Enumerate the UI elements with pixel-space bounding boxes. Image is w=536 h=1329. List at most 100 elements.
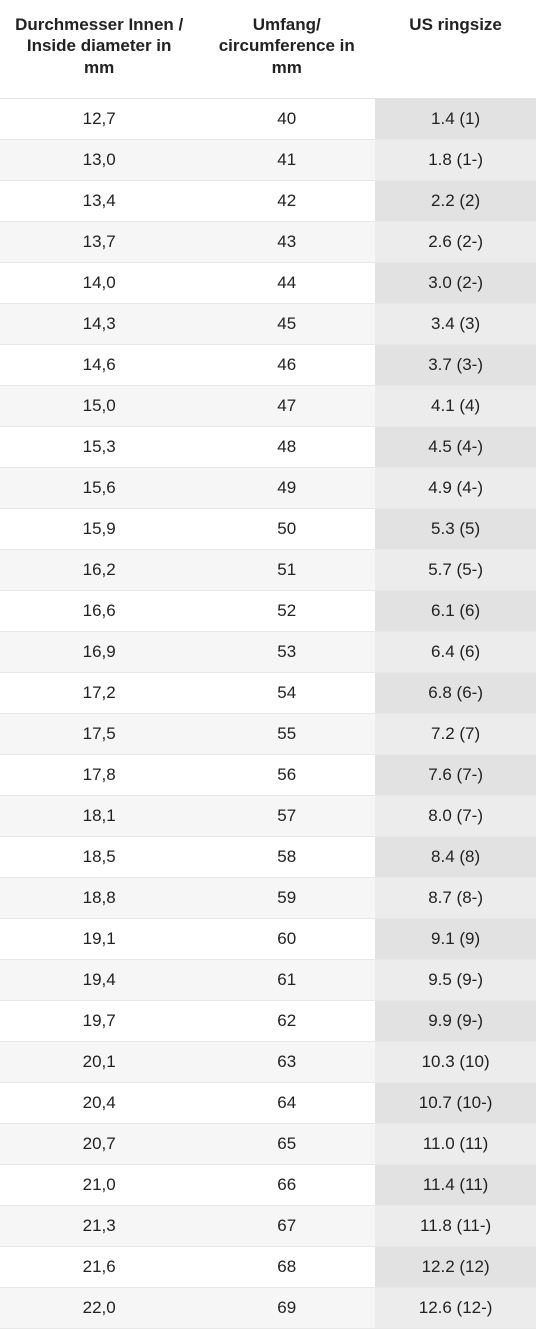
- table-row: 18,5588.4 (8): [0, 836, 536, 877]
- col-header-us-ringsize: US ringsize: [375, 0, 536, 98]
- cell-us-ringsize: 2.2 (2): [375, 180, 536, 221]
- cell-circumference: 42: [198, 180, 375, 221]
- cell-circumference: 49: [198, 467, 375, 508]
- cell-us-ringsize: 1.8 (1-): [375, 139, 536, 180]
- table-row: 22,06912.6 (12-): [0, 1287, 536, 1328]
- cell-us-ringsize: 6.8 (6-): [375, 672, 536, 713]
- cell-us-ringsize: 10.3 (10): [375, 1041, 536, 1082]
- cell-us-ringsize: 11.8 (11-): [375, 1205, 536, 1246]
- table-row: 15,9505.3 (5): [0, 508, 536, 549]
- table-row: 19,4619.5 (9-): [0, 959, 536, 1000]
- cell-diameter: 13,4: [0, 180, 198, 221]
- cell-circumference: 67: [198, 1205, 375, 1246]
- cell-circumference: 68: [198, 1246, 375, 1287]
- cell-diameter: 20,4: [0, 1082, 198, 1123]
- cell-circumference: 56: [198, 754, 375, 795]
- table-row: 18,1578.0 (7-): [0, 795, 536, 836]
- cell-us-ringsize: 7.2 (7): [375, 713, 536, 754]
- table-row: 14,3453.4 (3): [0, 303, 536, 344]
- cell-circumference: 62: [198, 1000, 375, 1041]
- table-row: 21,66812.2 (12): [0, 1246, 536, 1287]
- cell-circumference: 43: [198, 221, 375, 262]
- table-row: 16,6526.1 (6): [0, 590, 536, 631]
- cell-circumference: 57: [198, 795, 375, 836]
- cell-circumference: 44: [198, 262, 375, 303]
- cell-circumference: 46: [198, 344, 375, 385]
- cell-diameter: 17,5: [0, 713, 198, 754]
- cell-diameter: 19,7: [0, 1000, 198, 1041]
- cell-us-ringsize: 4.5 (4-): [375, 426, 536, 467]
- cell-diameter: 17,2: [0, 672, 198, 713]
- table-row: 17,2546.8 (6-): [0, 672, 536, 713]
- cell-circumference: 41: [198, 139, 375, 180]
- cell-us-ringsize: 4.9 (4-): [375, 467, 536, 508]
- cell-circumference: 59: [198, 877, 375, 918]
- cell-circumference: 66: [198, 1164, 375, 1205]
- table-row: 18,8598.7 (8-): [0, 877, 536, 918]
- cell-diameter: 17,8: [0, 754, 198, 795]
- table-row: 20,46410.7 (10-): [0, 1082, 536, 1123]
- cell-us-ringsize: 12.6 (12-): [375, 1287, 536, 1328]
- cell-us-ringsize: 3.4 (3): [375, 303, 536, 344]
- cell-circumference: 51: [198, 549, 375, 590]
- cell-us-ringsize: 6.4 (6): [375, 631, 536, 672]
- cell-us-ringsize: 6.1 (6): [375, 590, 536, 631]
- table-row: 15,3484.5 (4-): [0, 426, 536, 467]
- table-row: 19,7629.9 (9-): [0, 1000, 536, 1041]
- cell-diameter: 21,0: [0, 1164, 198, 1205]
- cell-circumference: 60: [198, 918, 375, 959]
- cell-us-ringsize: 3.7 (3-): [375, 344, 536, 385]
- cell-circumference: 61: [198, 959, 375, 1000]
- cell-circumference: 45: [198, 303, 375, 344]
- col-header-circumference: Umfang/ circumference in mm: [198, 0, 375, 98]
- table-row: 13,0411.8 (1-): [0, 139, 536, 180]
- table-row: 21,06611.4 (11): [0, 1164, 536, 1205]
- cell-circumference: 54: [198, 672, 375, 713]
- cell-diameter: 13,0: [0, 139, 198, 180]
- cell-diameter: 16,2: [0, 549, 198, 590]
- cell-diameter: 22,0: [0, 1287, 198, 1328]
- cell-us-ringsize: 5.7 (5-): [375, 549, 536, 590]
- cell-circumference: 48: [198, 426, 375, 467]
- col-header-diameter: Durchmesser Innen / Inside diameter in m…: [0, 0, 198, 98]
- cell-circumference: 40: [198, 98, 375, 139]
- cell-us-ringsize: 12.2 (12): [375, 1246, 536, 1287]
- cell-diameter: 21,3: [0, 1205, 198, 1246]
- cell-us-ringsize: 8.7 (8-): [375, 877, 536, 918]
- cell-diameter: 20,1: [0, 1041, 198, 1082]
- cell-circumference: 64: [198, 1082, 375, 1123]
- cell-diameter: 19,4: [0, 959, 198, 1000]
- cell-diameter: 15,3: [0, 426, 198, 467]
- cell-diameter: 15,0: [0, 385, 198, 426]
- cell-circumference: 69: [198, 1287, 375, 1328]
- ring-size-table: Durchmesser Innen / Inside diameter in m…: [0, 0, 536, 1329]
- cell-circumference: 63: [198, 1041, 375, 1082]
- cell-diameter: 14,0: [0, 262, 198, 303]
- cell-diameter: 18,1: [0, 795, 198, 836]
- cell-us-ringsize: 11.0 (11): [375, 1123, 536, 1164]
- table-row: 16,9536.4 (6): [0, 631, 536, 672]
- cell-us-ringsize: 8.0 (7-): [375, 795, 536, 836]
- table-row: 12,7401.4 (1): [0, 98, 536, 139]
- cell-diameter: 16,9: [0, 631, 198, 672]
- cell-diameter: 15,6: [0, 467, 198, 508]
- cell-diameter: 13,7: [0, 221, 198, 262]
- cell-us-ringsize: 3.0 (2-): [375, 262, 536, 303]
- table-row: 15,0474.1 (4): [0, 385, 536, 426]
- cell-us-ringsize: 2.6 (2-): [375, 221, 536, 262]
- cell-circumference: 52: [198, 590, 375, 631]
- cell-us-ringsize: 7.6 (7-): [375, 754, 536, 795]
- cell-circumference: 58: [198, 836, 375, 877]
- table-row: 14,0443.0 (2-): [0, 262, 536, 303]
- cell-diameter: 14,6: [0, 344, 198, 385]
- cell-us-ringsize: 9.9 (9-): [375, 1000, 536, 1041]
- cell-circumference: 50: [198, 508, 375, 549]
- cell-us-ringsize: 10.7 (10-): [375, 1082, 536, 1123]
- cell-circumference: 65: [198, 1123, 375, 1164]
- table-header: Durchmesser Innen / Inside diameter in m…: [0, 0, 536, 98]
- cell-circumference: 47: [198, 385, 375, 426]
- table-row: 21,36711.8 (11-): [0, 1205, 536, 1246]
- cell-us-ringsize: 9.1 (9): [375, 918, 536, 959]
- cell-us-ringsize: 8.4 (8): [375, 836, 536, 877]
- cell-us-ringsize: 5.3 (5): [375, 508, 536, 549]
